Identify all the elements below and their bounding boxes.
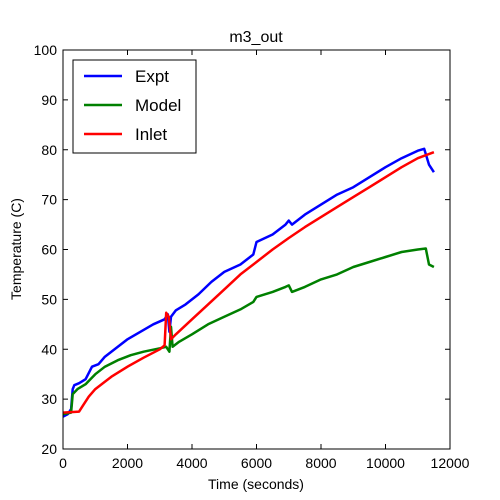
series-line-model bbox=[62, 247, 435, 416]
x-axis-label: Time (seconds) bbox=[208, 476, 304, 492]
y-tick-label: 40 bbox=[41, 341, 57, 357]
x-tick-label: 6000 bbox=[241, 455, 272, 471]
x-tick-label: 2000 bbox=[112, 455, 143, 471]
x-tick-label: 12000 bbox=[431, 455, 470, 471]
legend-label-expt: Expt bbox=[135, 67, 169, 86]
series-line-expt bbox=[62, 147, 435, 418]
series-layer bbox=[62, 147, 435, 418]
legend-label-model: Model bbox=[135, 96, 181, 115]
y-tick-label: 20 bbox=[41, 441, 57, 457]
x-tick-label: 4000 bbox=[176, 455, 207, 471]
y-axis-label: Temperature (C) bbox=[8, 198, 24, 300]
legend-label-inlet: Inlet bbox=[135, 125, 167, 144]
y-tick-label: 70 bbox=[41, 192, 57, 208]
x-tick-label: 10000 bbox=[366, 455, 405, 471]
series-line-inlet bbox=[62, 151, 435, 414]
x-tick-label: 0 bbox=[59, 455, 67, 471]
y-tick-label: 50 bbox=[41, 291, 57, 307]
legend: Expt Model Inlet bbox=[72, 59, 197, 154]
y-tick-label: 90 bbox=[41, 92, 57, 108]
chart-title: m3_out bbox=[229, 29, 283, 46]
y-tick-label: 100 bbox=[34, 42, 58, 58]
y-tick-label: 30 bbox=[41, 391, 57, 407]
x-tick-label: 8000 bbox=[305, 455, 336, 471]
y-tick-label: 80 bbox=[41, 142, 57, 158]
tick-layer: 0 2000 4000 6000 8000 10000 12000 20 30 40 50 60 70 8… bbox=[34, 42, 470, 471]
y-tick-label: 60 bbox=[41, 242, 57, 258]
